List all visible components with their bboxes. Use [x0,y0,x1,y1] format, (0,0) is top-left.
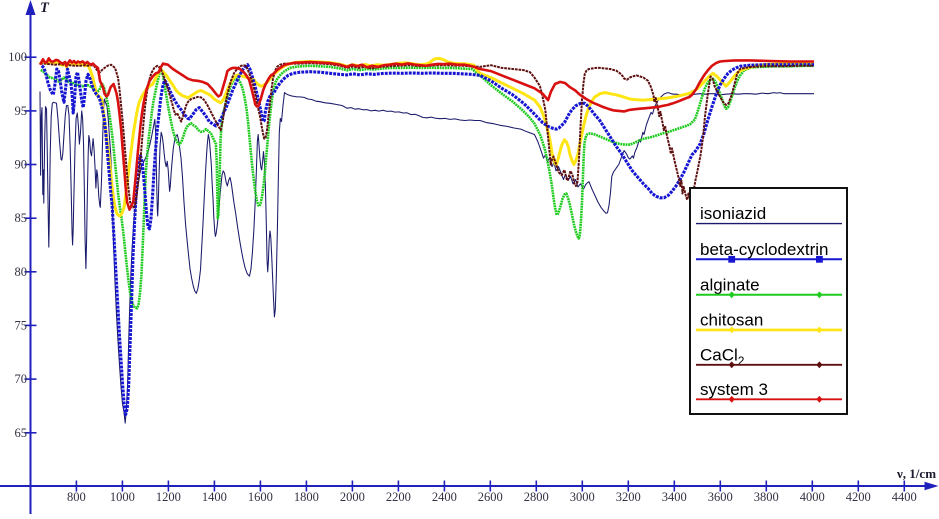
svg-text:1200: 1200 [156,490,181,504]
svg-text:80: 80 [15,265,28,279]
svg-text:CaCl2: CaCl2 [700,345,745,368]
svg-text:2800: 2800 [524,490,549,504]
svg-text:3800: 3800 [754,490,779,504]
svg-text:3400: 3400 [662,490,687,504]
svg-text:65: 65 [15,426,28,440]
svg-text:2400: 2400 [432,490,457,504]
svg-text:T: T [40,0,50,16]
svg-text:2000: 2000 [340,490,365,504]
svg-text:95: 95 [15,104,28,118]
svg-text:70: 70 [15,372,28,386]
svg-text:2200: 2200 [386,490,411,504]
svg-text:system 3: system 3 [700,380,768,399]
svg-text:90: 90 [15,158,28,172]
svg-text:ν, 1/cm: ν, 1/cm [896,466,936,481]
svg-text:chitosan: chitosan [700,310,763,329]
svg-text:1400: 1400 [202,490,227,504]
svg-text:800: 800 [67,490,86,504]
svg-text:isoniazid: isoniazid [700,204,766,223]
svg-text:3600: 3600 [708,490,733,504]
svg-text:100: 100 [8,50,27,64]
svg-text:1000: 1000 [110,490,135,504]
svg-text:1600: 1600 [248,490,273,504]
svg-text:85: 85 [15,211,28,225]
svg-text:75: 75 [15,318,28,332]
svg-text:alginate: alginate [700,275,760,294]
svg-text:4200: 4200 [846,490,871,504]
svg-text:beta-cyclodextrin: beta-cyclodextrin [700,240,829,259]
svg-text:3200: 3200 [616,490,641,504]
svg-text:1800: 1800 [294,490,319,504]
svg-text:2600: 2600 [478,490,503,504]
svg-text:4000: 4000 [800,490,825,504]
svg-text:4400: 4400 [892,490,917,504]
svg-text:3000: 3000 [570,490,595,504]
